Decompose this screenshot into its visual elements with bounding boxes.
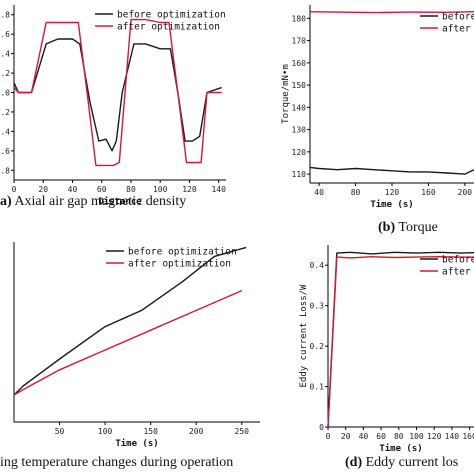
- y-tick-label: .8: [0, 166, 10, 175]
- x-tick-label: 80: [394, 432, 404, 441]
- y-tick-label: 0.1: [310, 383, 325, 392]
- x-tick-label: 150: [143, 427, 158, 436]
- y-tick-label: 160: [292, 59, 307, 68]
- y-tick-label: 130: [292, 126, 307, 135]
- x-tick-label: 80: [351, 188, 361, 197]
- y-tick-label: .4: [0, 50, 10, 59]
- caption-letter: (d): [345, 455, 362, 470]
- legend-label: before optimization: [128, 247, 237, 258]
- y-tick-label: 0.2: [310, 342, 325, 351]
- y-tick-label: .6: [0, 30, 10, 39]
- x-tick-label: 60: [97, 185, 107, 194]
- caption-text: Axial air gap magnetic density: [12, 194, 187, 209]
- series-line-after: [13, 18, 222, 167]
- chart-caption: (d) Eddy current los: [345, 455, 458, 470]
- series-line-after: [309, 11, 474, 14]
- legend-label: after optimization: [128, 259, 231, 270]
- x-tick-label: 120: [427, 432, 442, 441]
- y-tick-label: 140: [292, 103, 307, 112]
- series-line-after: [13, 289, 243, 396]
- chart-3: 50 100 150 200 250 Time (s) before optimizatio…: [0, 242, 260, 470]
- y-tick-label: 110: [292, 170, 307, 179]
- x-tick-label: 160: [462, 432, 474, 441]
- x-tick-label: 40: [68, 185, 78, 194]
- legend-label: after optimization: [442, 24, 474, 35]
- y-tick-label: .2: [0, 69, 10, 78]
- y-axis-label: Torque/mN•m: [281, 64, 291, 124]
- series-line-before: [13, 246, 247, 396]
- x-tick-label: 120: [182, 185, 197, 194]
- caption-text: ing temperature changes during operation: [0, 455, 233, 470]
- x-tick-label: 200: [458, 188, 473, 197]
- x-tick-label: 100: [153, 185, 168, 194]
- x-axis-label: Time (s): [115, 438, 158, 449]
- y-tick-label: 0.3: [310, 302, 325, 311]
- legend-label: before optimization: [442, 12, 474, 23]
- legend-label: before optimization: [117, 10, 226, 21]
- x-tick-label: 140: [445, 432, 460, 441]
- x-tick-label: 40: [359, 432, 369, 441]
- y-tick-label: .8: [0, 11, 10, 20]
- legend-label: after optimization: [117, 22, 220, 33]
- y-tick-label: 0: [319, 423, 324, 432]
- series-line-after: [327, 256, 474, 428]
- y-tick-label: 150: [292, 81, 307, 90]
- y-tick-label: 170: [292, 37, 307, 46]
- y-tick-label: .4: [0, 127, 10, 136]
- x-tick-label: 160: [421, 188, 436, 197]
- caption-text: Torque: [395, 220, 438, 235]
- chart-caption: a) Axial air gap magnetic density: [0, 194, 186, 209]
- x-tick-label: 20: [341, 432, 351, 441]
- x-tick-label: 250: [235, 427, 250, 436]
- x-tick-label: 80: [126, 185, 136, 194]
- x-tick-label: 40: [314, 188, 324, 197]
- x-axis-label: Time (s): [370, 199, 413, 210]
- caption-letter: (b): [378, 220, 395, 235]
- caption-letter: a): [0, 194, 12, 209]
- x-tick-label: 100: [409, 432, 424, 441]
- legend-label: before optimization: [442, 255, 474, 266]
- chart-caption: ing temperature changes during operation: [0, 455, 233, 470]
- x-tick-label: 20: [38, 185, 48, 194]
- y-tick-label: .0: [0, 89, 10, 98]
- x-axis-label: Distance: [98, 196, 142, 207]
- caption-text: Eddy current los: [362, 455, 458, 470]
- chart-caption: (b) Torque: [378, 220, 438, 235]
- x-tick-label: 60: [376, 432, 386, 441]
- x-tick-label: 100: [98, 427, 113, 436]
- series-line-before: [13, 38, 222, 152]
- chart-1: 0 20 40 60 80 100 120 140 .8 .6 .4 .2 .0 .2 .4 .6 .8 Dist…: [0, 5, 226, 209]
- x-axis-label: Time (s): [379, 443, 422, 454]
- series-line-before: [309, 166, 474, 175]
- x-tick-label: 140: [211, 185, 226, 194]
- x-tick-label: 50: [55, 427, 65, 436]
- x-tick-label: 200: [189, 427, 204, 436]
- chart-2: 40 80 120 160 200 110 120 130 140 150 160 170 180 Tim…: [281, 5, 474, 235]
- y-tick-label: 120: [292, 148, 307, 157]
- x-tick-label: 0: [12, 185, 17, 194]
- y-tick-label: .2: [0, 108, 10, 117]
- x-tick-label: 0: [326, 432, 331, 441]
- series-line-before: [327, 251, 474, 428]
- y-tick-label: 0.4: [310, 261, 325, 270]
- y-tick-label: .6: [0, 147, 10, 156]
- legend-label: after optimization: [442, 267, 474, 278]
- y-tick-label: 180: [292, 14, 307, 23]
- x-tick-label: 120: [385, 188, 400, 197]
- y-axis-label: Eddy current Loss/W: [299, 284, 309, 388]
